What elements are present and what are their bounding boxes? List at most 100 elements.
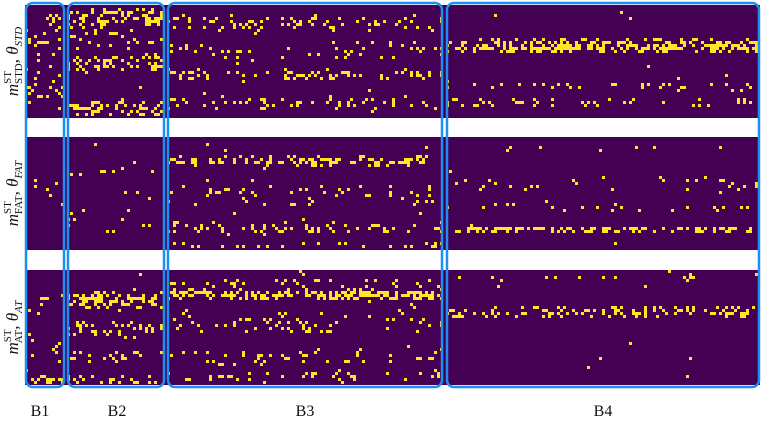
mask-cell <box>227 294 230 297</box>
mask-cell <box>746 83 749 86</box>
mask-cell <box>206 194 209 197</box>
mask-cell <box>632 312 635 315</box>
mask-cell <box>154 113 157 116</box>
mask-cell <box>82 68 85 71</box>
mask-cell <box>91 8 94 11</box>
mask-cell <box>148 300 151 303</box>
mask-cell <box>530 47 533 50</box>
mask-cell <box>569 86 572 89</box>
mask-cell <box>115 56 118 59</box>
mask-cell <box>740 41 743 44</box>
mask-cell <box>275 297 278 300</box>
mask-cell <box>356 227 359 230</box>
mask-cell <box>665 312 668 315</box>
mask-cell <box>182 282 185 285</box>
mask-cell <box>377 161 380 164</box>
mask-cell <box>362 360 365 363</box>
mask-cell <box>605 227 608 230</box>
mask-cell <box>281 56 284 59</box>
mask-cell <box>716 47 719 50</box>
mask-cell <box>34 185 37 188</box>
mask-cell <box>311 227 314 230</box>
mask-cell <box>224 354 227 357</box>
mask-cell <box>191 321 194 324</box>
row-label-sub: FAT <box>13 195 25 214</box>
mask-cell <box>245 101 248 104</box>
mask-cell <box>545 200 548 203</box>
mask-cell <box>34 381 37 384</box>
mask-cell <box>260 354 263 357</box>
mask-cell <box>584 38 587 41</box>
mask-cell <box>428 279 431 282</box>
mask-cell <box>716 44 719 47</box>
mask-cell <box>425 200 428 203</box>
mask-cell <box>79 173 82 176</box>
mask-cell <box>671 47 674 50</box>
mask-cell <box>350 294 353 297</box>
mask-cell <box>575 47 578 50</box>
mask-cell <box>644 38 647 41</box>
mask-cell <box>329 330 332 333</box>
mask-cell <box>46 188 49 191</box>
mask-cell <box>251 20 254 23</box>
mask-cell <box>389 161 392 164</box>
mask-cell <box>383 227 386 230</box>
mask-cell <box>308 330 311 333</box>
mask-cell <box>278 294 281 297</box>
mask-cell <box>473 312 476 315</box>
mask-cell <box>127 324 130 327</box>
mask-cell <box>266 161 269 164</box>
mask-cell <box>133 381 136 384</box>
mask-cell <box>85 107 88 110</box>
mask-cell <box>710 50 713 53</box>
mask-cell <box>728 227 731 230</box>
mask-cell <box>248 98 251 101</box>
mask-cell <box>494 227 497 230</box>
mask-cell <box>287 294 290 297</box>
mask-cell <box>476 44 479 47</box>
mask-cell <box>136 65 139 68</box>
mask-cell <box>746 230 749 233</box>
mask-cell <box>623 315 626 318</box>
mask-cell <box>518 227 521 230</box>
mask-cell <box>290 191 293 194</box>
mask-cell <box>79 17 82 20</box>
mask-cell <box>260 230 263 233</box>
mask-cell <box>103 303 106 306</box>
mask-cell <box>416 330 419 333</box>
mask-cell <box>272 224 275 227</box>
mask-cell <box>473 83 476 86</box>
mask-cell <box>329 98 332 101</box>
mask-cell <box>755 44 758 47</box>
mask-cell <box>299 270 302 273</box>
mask-cell <box>218 375 221 378</box>
mask-cell <box>659 86 662 89</box>
mask-cell <box>115 297 118 300</box>
mask-cell <box>97 17 100 20</box>
mask-cell <box>302 375 305 378</box>
mask-cell <box>97 297 100 300</box>
mask-cell <box>148 11 151 14</box>
mask-cell <box>419 357 422 360</box>
mask-cell <box>242 26 245 29</box>
mask-cell <box>725 312 728 315</box>
mask-cell <box>94 300 97 303</box>
mask-cell <box>494 230 497 233</box>
mask-cell <box>209 47 212 50</box>
mask-cell <box>91 101 94 104</box>
mask-cell <box>61 95 64 98</box>
mask-cell <box>70 357 73 360</box>
mask-cell <box>431 357 434 360</box>
mask-cell <box>194 50 197 53</box>
mask-cell <box>151 65 154 68</box>
mask-cell <box>139 306 142 309</box>
mask-cell <box>97 65 100 68</box>
mask-cell <box>58 38 61 41</box>
mask-cell <box>245 158 248 161</box>
mask-cell <box>416 71 419 74</box>
mask-cell <box>28 86 31 89</box>
mask-cell <box>341 381 344 384</box>
mask-cell <box>581 312 584 315</box>
mask-cell <box>656 44 659 47</box>
mask-cell <box>392 161 395 164</box>
